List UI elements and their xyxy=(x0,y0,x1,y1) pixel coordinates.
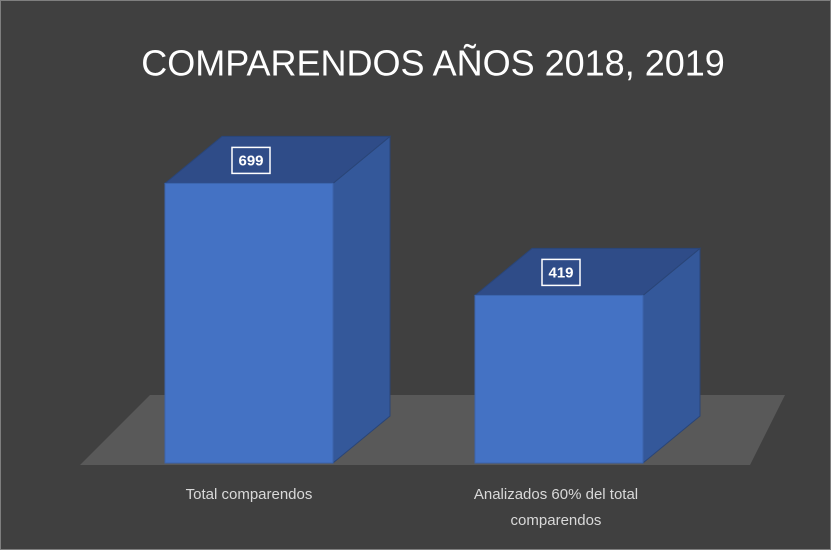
data-label-box xyxy=(541,258,581,287)
bar xyxy=(164,182,334,464)
data-label: 699 xyxy=(238,152,263,169)
data-label: 419 xyxy=(548,264,573,281)
data-label-box xyxy=(231,146,271,175)
bar-side xyxy=(332,135,391,465)
x-tick-label: Total comparendos xyxy=(185,486,313,503)
bar xyxy=(474,294,644,464)
chart-title: COMPARENDOS AÑOS 2018, 2019 xyxy=(141,43,725,84)
x-tick-label: Analizados 60% del total comparendos xyxy=(473,486,639,529)
